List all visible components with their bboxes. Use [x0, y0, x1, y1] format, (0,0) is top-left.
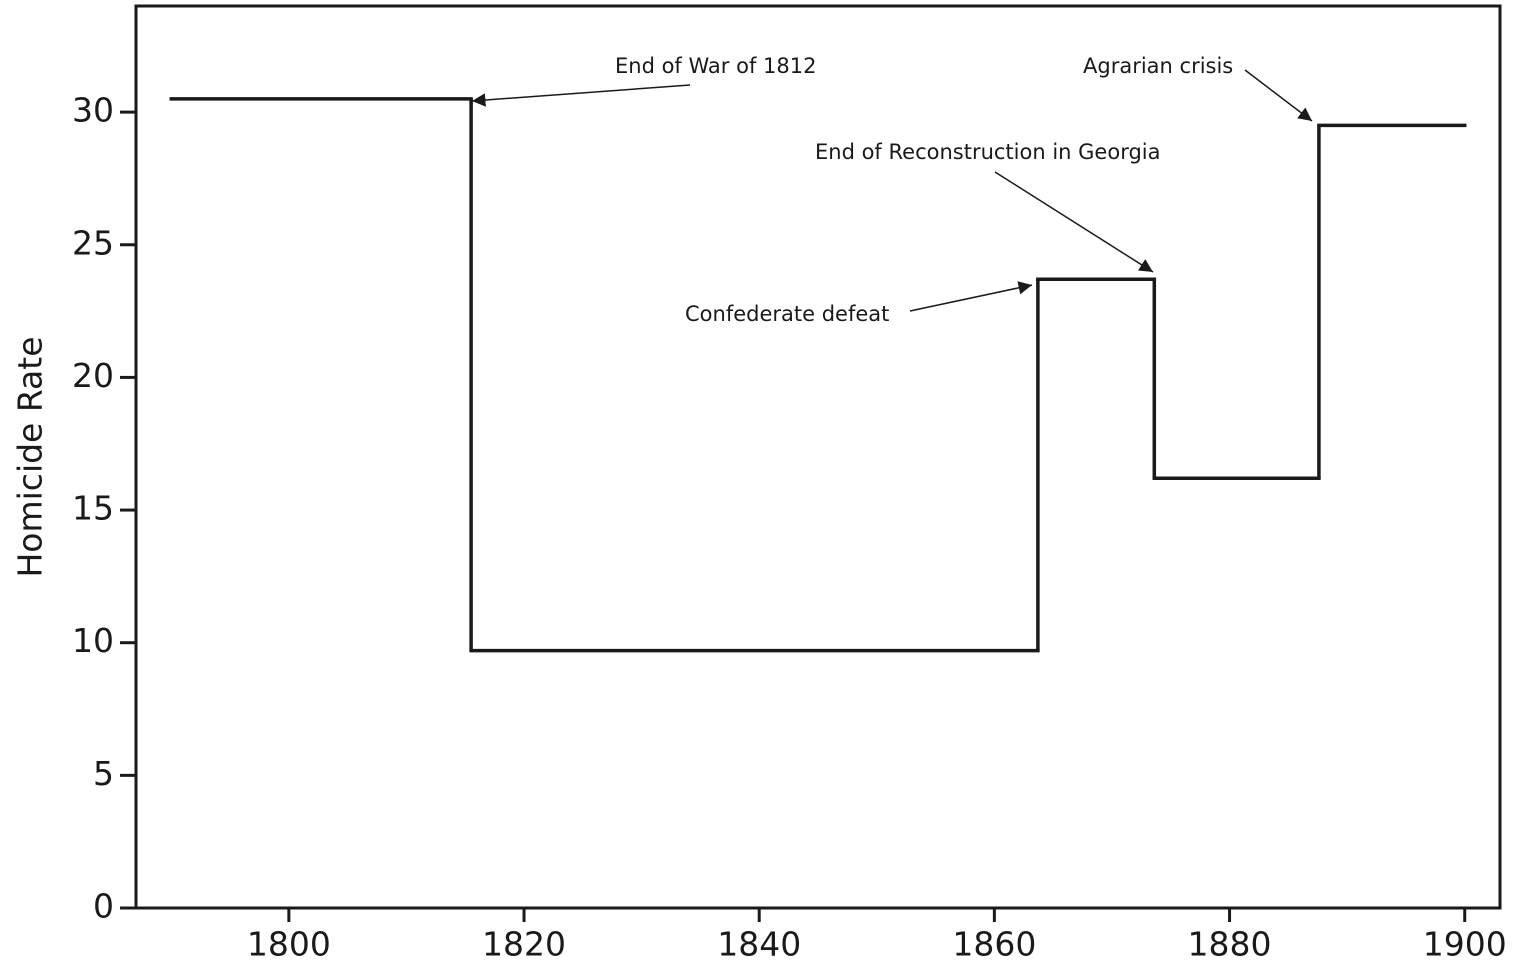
annotation-arrow: [909, 281, 1033, 312]
y-tick-label: 20: [72, 356, 114, 395]
x-tick-label: 1860: [952, 925, 1036, 964]
y-tick-label: 0: [93, 887, 114, 926]
y-tick-label: 30: [72, 91, 114, 130]
annotation: Confederate defeat: [685, 302, 889, 326]
y-tick-label: 5: [93, 754, 114, 793]
annotation-arrow: [1244, 69, 1313, 122]
plot-frame: [134, 4, 1502, 910]
y-axis-label: Homicide Rate: [11, 336, 50, 577]
y-tick-label: 25: [72, 223, 114, 262]
x-tick-label: 1840: [717, 925, 801, 964]
annotation-arrow: [994, 171, 1154, 273]
annotation: End of War of 1812: [615, 54, 816, 78]
annotation: End of Reconstruction in Georgia: [815, 140, 1161, 164]
annotation-arrow: [471, 84, 691, 107]
x-tick-label: 1900: [1423, 925, 1507, 964]
annotation: Agrarian crisis: [1083, 54, 1233, 78]
x-tick-label: 1880: [1188, 925, 1272, 964]
x-tick-label: 1820: [482, 925, 566, 964]
y-tick-label: 10: [72, 621, 114, 660]
y-tick-label: 15: [72, 489, 114, 528]
x-tick-label: 1800: [247, 925, 331, 964]
